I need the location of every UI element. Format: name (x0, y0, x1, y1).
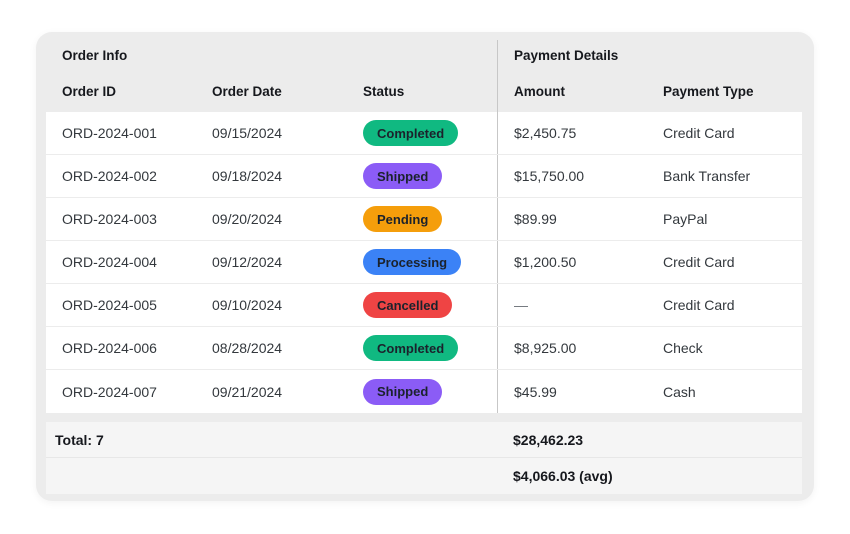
order-id-cell: ORD-2024-001 (62, 125, 157, 141)
status-cell: Completed (347, 112, 497, 154)
payment-type-cell: Cash (663, 383, 696, 400)
footer-spacer-cell (647, 422, 802, 457)
table-row: ORD-2024-007 09/21/2024 Shipped $45.99 C… (46, 370, 802, 413)
status-cell: Processing (347, 241, 497, 283)
order-id-cell: ORD-2024-007 (62, 383, 157, 400)
table-row: ORD-2024-006 08/28/2024 Completed $8,925… (46, 327, 802, 370)
amount-cell: $45.99 (497, 370, 647, 413)
order-id-cell: ORD-2024-002 (62, 168, 157, 184)
footer-empty-cell (46, 458, 497, 494)
total-amount-value: $28,462.23 (513, 431, 584, 448)
order-date-cell: 09/15/2024 (212, 125, 283, 141)
amount-cell: — (497, 284, 647, 326)
column-header-amount: Amount (497, 70, 647, 112)
status-cell: Cancelled (347, 284, 497, 326)
status-badge: Processing (363, 249, 462, 275)
group-header-row: Order Info Payment Details (46, 40, 802, 70)
column-header-payment-type: Payment Type (663, 83, 754, 99)
payment-type-cell: Credit Card (663, 297, 735, 313)
column-header-row: Order ID Order Date Status Amount Paymen… (46, 70, 802, 112)
footer-average-row: $4,066.03 (avg) (46, 458, 802, 494)
order-date-cell: 09/21/2024 (212, 383, 283, 400)
order-date-cell: 08/28/2024 (212, 340, 283, 356)
order-date-cell: 09/20/2024 (212, 211, 283, 227)
column-header-status: Status (363, 83, 405, 99)
status-cell: Shipped (347, 370, 497, 413)
status-badge: Shipped (363, 163, 443, 189)
status-badge: Pending (363, 206, 443, 232)
status-badge: Completed (363, 335, 459, 361)
table-row: ORD-2024-003 09/20/2024 Pending $89.99 P… (46, 198, 802, 241)
payment-type-cell: Bank Transfer (663, 168, 751, 184)
order-date-cell: 09/18/2024 (212, 168, 283, 184)
payment-type-cell: Check (663, 340, 703, 356)
order-date-cell: 09/12/2024 (212, 254, 283, 270)
column-header-order-id: Order ID (62, 83, 117, 99)
amount-cell: $2,450.75 (497, 112, 647, 154)
order-id-cell: ORD-2024-005 (62, 297, 157, 313)
table-row: ORD-2024-005 09/10/2024 Cancelled — Cred… (46, 284, 802, 327)
status-cell: Shipped (347, 155, 497, 197)
total-count-label: Total: 7 (55, 431, 104, 448)
payment-type-cell: PayPal (663, 211, 708, 227)
table-row: ORD-2024-004 09/12/2024 Processing $1,20… (46, 241, 802, 284)
table-body: ORD-2024-001 09/15/2024 Completed $2,450… (46, 112, 802, 413)
amount-cell: $89.99 (497, 198, 647, 240)
table-row: ORD-2024-002 09/18/2024 Shipped $15,750.… (46, 155, 802, 198)
status-badge: Shipped (363, 378, 443, 405)
amount-cell: $15,750.00 (497, 155, 647, 197)
payment-type-cell: Credit Card (663, 254, 735, 270)
orders-table-card: Order Info Payment Details Order ID Orde… (36, 32, 814, 501)
footer-spacer-cell (647, 458, 802, 494)
group-header-order-info: Order Info (62, 47, 128, 63)
order-id-cell: ORD-2024-004 (62, 254, 157, 270)
table-row: ORD-2024-001 09/15/2024 Completed $2,450… (46, 112, 802, 155)
amount-cell: $1,200.50 (497, 241, 647, 283)
amount-cell: $8,925.00 (497, 327, 647, 369)
status-badge: Completed (363, 120, 459, 146)
order-id-cell: ORD-2024-003 (62, 211, 157, 227)
group-header-payment-details: Payment Details (497, 40, 802, 70)
summary-footer: Total: 7 $28,462.23 $4,066.03 (avg) (46, 422, 802, 494)
column-header-order-date: Order Date (212, 83, 282, 99)
payment-type-cell: Credit Card (663, 125, 735, 141)
order-date-cell: 09/10/2024 (212, 297, 283, 313)
order-id-cell: ORD-2024-006 (62, 340, 157, 356)
footer-total-row: Total: 7 $28,462.23 (46, 422, 802, 458)
status-cell: Pending (347, 198, 497, 240)
status-cell: Completed (347, 327, 497, 369)
status-badge: Cancelled (363, 292, 453, 318)
average-amount-value: $4,066.03 (avg) (513, 468, 613, 484)
